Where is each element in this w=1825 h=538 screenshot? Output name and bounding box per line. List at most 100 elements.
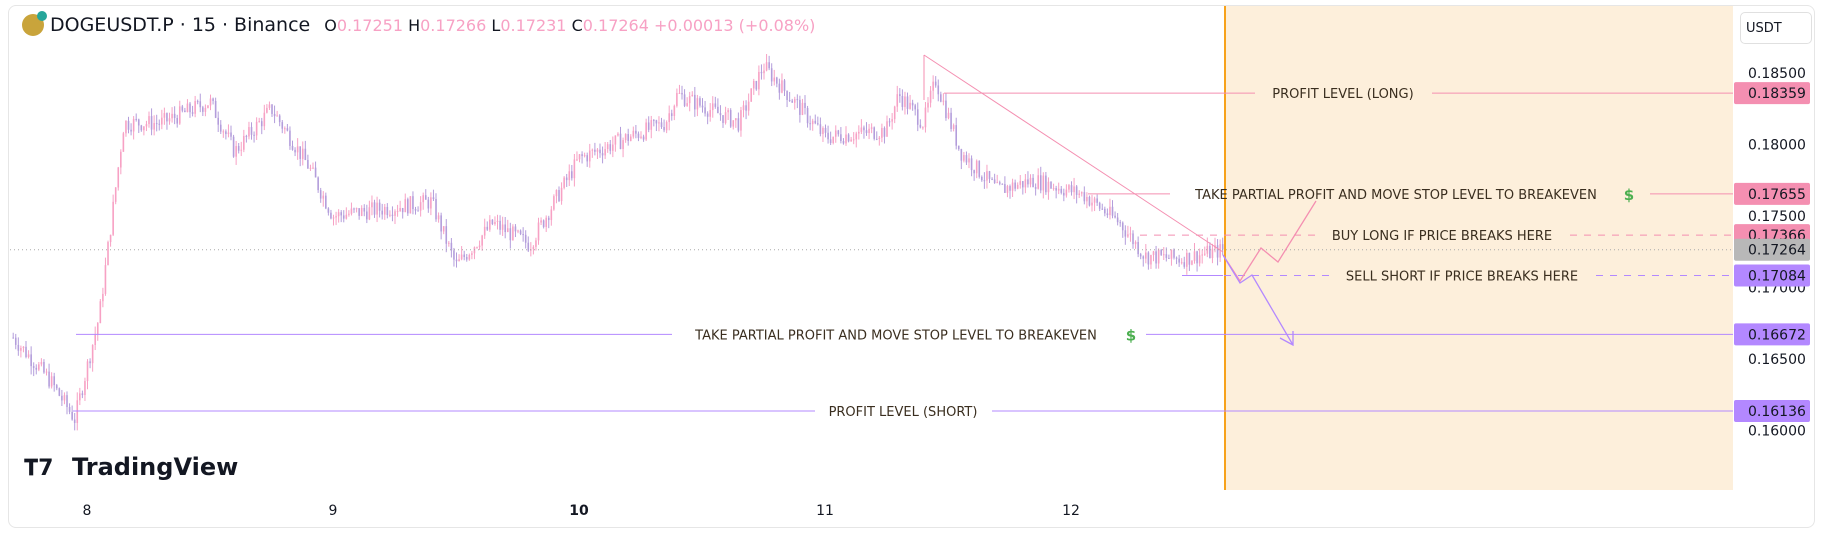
- candle-body: [527, 242, 530, 251]
- candle-body: [914, 105, 916, 110]
- candle-body: [271, 104, 273, 114]
- candle-body: [412, 196, 414, 210]
- candle-body: [40, 361, 43, 365]
- candle-body: [811, 120, 814, 125]
- candle-body: [617, 133, 619, 136]
- candle-body: [163, 113, 166, 118]
- candle-body: [55, 385, 58, 389]
- candle-body: [604, 149, 606, 156]
- candle-body: [827, 132, 829, 140]
- candle-body: [109, 234, 112, 243]
- candle-body: [832, 136, 834, 143]
- candle-body: [120, 151, 122, 168]
- candle-body: [68, 407, 71, 412]
- candle-body: [230, 132, 232, 137]
- currency-button[interactable]: USDT: [1740, 12, 1812, 44]
- candle-body: [1060, 188, 1063, 193]
- candle-body: [793, 99, 796, 103]
- candle-body: [758, 71, 760, 90]
- candle-body: [706, 113, 709, 117]
- candle-body: [658, 122, 660, 124]
- candle-body: [901, 95, 904, 107]
- candle-body: [860, 127, 863, 132]
- y-tick-label: 0.17500: [1748, 209, 1806, 225]
- candle-body: [307, 159, 309, 169]
- candle-body: [1191, 260, 1193, 265]
- price-tag: [1734, 264, 1810, 287]
- candle-body: [719, 113, 722, 116]
- candle-body: [806, 108, 809, 124]
- candle-body: [550, 209, 553, 221]
- interval[interactable]: 15: [191, 14, 216, 36]
- candle-body: [663, 127, 665, 131]
- candle-body: [650, 120, 653, 130]
- candle-body: [353, 208, 355, 210]
- candle-body: [50, 376, 53, 387]
- candle-body: [955, 125, 957, 146]
- candle-body: [581, 154, 583, 157]
- candle-body: [1027, 179, 1029, 185]
- symbol[interactable]: DOGEUSDT.P: [50, 14, 174, 36]
- chart-header: DOGEUSDT.P · 15 · Binance O0.17251 H0.17…: [22, 11, 815, 36]
- candle-body: [881, 127, 883, 138]
- short-path-arrow: [1222, 254, 1294, 346]
- candle-body: [107, 242, 109, 266]
- candle-body: [916, 109, 919, 125]
- candle-body: [214, 100, 217, 118]
- candle-body: [263, 112, 266, 127]
- x-tick-label: 12: [1062, 503, 1080, 519]
- candle-body: [409, 196, 412, 214]
- candle-body: [906, 96, 909, 109]
- candle-body: [337, 212, 340, 217]
- candle-body: [86, 361, 89, 382]
- candle-body: [317, 177, 319, 191]
- candle-body: [491, 219, 494, 225]
- candle-body: [245, 135, 248, 137]
- candle-body: [304, 148, 307, 160]
- candle-body: [99, 301, 102, 324]
- candle-body: [250, 127, 253, 135]
- price-tag-value: 0.18359: [1748, 86, 1806, 102]
- candle-body: [158, 123, 161, 125]
- open-value: 0.17251: [336, 15, 403, 35]
- candle-body: [594, 149, 596, 152]
- candle-body: [863, 127, 865, 131]
- candle-body: [171, 113, 173, 119]
- candle-body: [1127, 234, 1129, 237]
- x-tick-label: 10: [569, 503, 589, 519]
- candle-body: [983, 180, 986, 182]
- candle-body: [1055, 188, 1057, 191]
- candle-body: [893, 106, 896, 120]
- candle-body: [1088, 196, 1091, 206]
- candle-body: [135, 118, 137, 120]
- candle-body: [965, 155, 968, 163]
- candle-body: [888, 121, 891, 123]
- candle-body: [417, 210, 419, 212]
- candle-body: [1165, 254, 1168, 258]
- candle-body: [137, 119, 140, 126]
- candle-body: [1160, 249, 1162, 255]
- candle-body: [232, 136, 235, 157]
- candle-body: [273, 113, 276, 117]
- candle-body: [248, 127, 250, 137]
- partial-upper-label: TAKE PARTIAL PROFIT AND MOVE STOP LEVEL …: [1194, 188, 1597, 203]
- candle-body: [1047, 181, 1050, 193]
- candle-body: [91, 344, 94, 364]
- candle-body: [1198, 255, 1201, 264]
- candle-body: [770, 68, 773, 82]
- candle-body: [578, 154, 581, 160]
- candle-body: [573, 159, 576, 179]
- candle-body: [988, 171, 991, 179]
- candle-body: [1104, 208, 1106, 214]
- y-tick-label: 0.16000: [1748, 424, 1806, 440]
- candle-body: [468, 254, 471, 260]
- candle-body: [660, 122, 663, 128]
- candle-body: [20, 348, 22, 351]
- candle-body: [483, 226, 486, 236]
- candle-body: [476, 247, 478, 249]
- candle-body: [1006, 186, 1009, 193]
- candle-body: [1173, 249, 1175, 258]
- candle-body: [117, 167, 120, 188]
- candle-body: [875, 138, 878, 140]
